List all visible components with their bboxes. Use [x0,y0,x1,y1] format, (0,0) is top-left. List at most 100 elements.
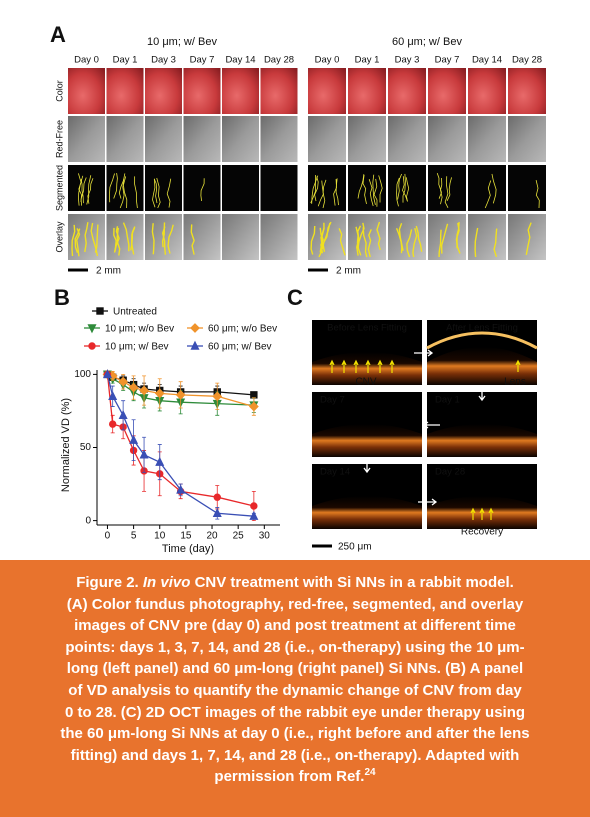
panel-title: 10 μm; w/ Bev [147,36,217,48]
flow-arrow [363,458,371,474]
data-point [128,382,139,393]
x-tick-label: 15 [180,531,192,542]
vessel-trace [116,227,121,256]
day-label: Day 28 [264,55,294,66]
fundus-image [348,116,386,162]
arrow [515,359,521,372]
vessel-trace [322,179,327,209]
x-tick-label: 10 [154,531,166,542]
caption-text: (A) Color fundus photography, red-free, … [66,595,524,613]
vessel-trace [122,222,130,252]
caption-text: fitting) and days 1, 7, 14, and 28 (i.e.… [70,746,520,764]
data-point [248,401,259,412]
day-label: Day 14 [472,55,502,66]
caption-line: permission from Ref.24 [0,766,590,788]
fundus-image [222,68,259,114]
fundus-image [348,68,386,114]
vessel-trace [436,172,442,199]
scale-bar-label: 250 μm [338,542,372,553]
fundus-image [106,68,144,114]
arrow [353,359,359,373]
fundus-image [388,214,426,260]
oct-tissue [312,424,422,457]
fundus-image [106,165,144,211]
data-point [250,391,258,399]
vessel-trace [113,172,118,199]
row-label: Color [54,80,64,102]
fundus-image [145,165,182,211]
vessel-trace [535,180,540,209]
vessel-trace [412,227,418,258]
vessel-trace [474,227,479,258]
x-tick-label: 30 [259,531,271,542]
vessel-trace [446,177,452,201]
caption-line: points: days 1, 3, 7, 14, and 28 (i.e., … [0,637,590,659]
arrow [365,359,371,373]
oct-tissue [427,347,537,385]
vessel-trace [80,179,84,204]
vessel-trace [113,227,117,252]
scale-bar-label: 2 mm [336,266,361,277]
arrow [329,359,335,373]
row-label: Overlay [54,221,64,253]
x-axis-label: Time (day) [162,543,214,555]
legend-marker [96,307,104,315]
legend-marker [88,342,96,350]
flow-arrow [422,421,440,429]
oct-tissue [427,424,537,457]
vessel-trace [362,227,368,258]
fundus-image [428,116,466,162]
vessel-trace [376,221,381,251]
vessel-trace [438,229,442,258]
vessel-trace [90,222,99,257]
vessel-trace [78,173,82,203]
caption-text: points: days 1, 3, 7, 14, and 28 (i.e., … [65,638,525,656]
vessel-trace [109,173,115,203]
vessel-trace [396,177,400,207]
day-label: Day 0 [315,55,340,66]
caption-text: the 60 μm-long Si NNs at day 0 (i.e., ri… [60,725,530,743]
data-point [176,484,186,494]
vessel-trace [402,176,408,202]
caption-line: long (left panel) and 60 μm-long (right … [0,658,590,680]
legend-marker [190,340,200,350]
caption-line: the 60 μm-long Si NNs at day 0 (i.e., ri… [0,723,590,745]
oct-lens [426,331,538,350]
day-label: Day 14 [225,55,255,66]
flow-arrow [418,498,438,506]
vessel-trace [440,223,449,254]
vessel-trace [190,224,195,255]
fundus-image [468,68,506,114]
fundus-image [468,116,506,162]
vessel-trace [322,222,331,253]
arrow [479,507,485,520]
fundus-image [68,165,105,211]
data-point [212,391,223,402]
vessel-trace [310,225,316,255]
caption-title: Figure 2. In vivo CNV treatment with Si … [0,572,590,594]
fundus-image [508,68,546,114]
vessel-trace [357,222,365,249]
vessel-trace [200,178,205,202]
oct-tissue [312,496,422,529]
vessel-trace [167,224,174,254]
caption-italic: In vivo [142,574,191,591]
vessel-trace [368,179,374,207]
fundus-image [260,116,298,162]
vessel-trace [311,175,319,204]
vessel-trace [118,173,126,199]
vessel-trace [153,178,158,204]
reference: 24 [364,767,376,779]
fundus-image [508,116,546,162]
caption: Figure 2. In vivo CNV treatment with Si … [0,560,590,817]
vessel-trace [310,175,317,204]
arrow [377,359,383,373]
fundus-image [183,214,221,260]
fundus-image [308,165,346,211]
vessel-trace [156,177,161,209]
data-point [213,493,221,501]
fundus-image [183,116,221,162]
annotation: CNV [355,377,376,388]
legend-label: 60 μm; w/o Bev [208,324,277,335]
